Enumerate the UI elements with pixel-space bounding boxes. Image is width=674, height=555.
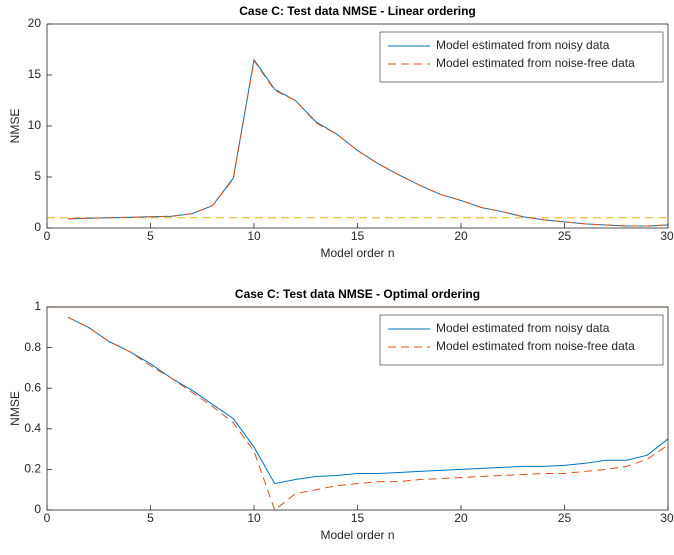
y-tick-label: 0.4 bbox=[24, 421, 41, 435]
y-tick-label: 15 bbox=[28, 67, 42, 81]
x-axis-label: Model order n bbox=[320, 246, 394, 260]
x-tick-label: 5 bbox=[147, 511, 154, 525]
series-line bbox=[67, 59, 669, 227]
series-line bbox=[67, 316, 669, 485]
chart-title: Case C: Test data NMSE - Optimal orderin… bbox=[235, 287, 480, 301]
x-tick-label: 15 bbox=[351, 229, 365, 243]
x-axis-label: Model order n bbox=[320, 528, 394, 542]
y-tick-label: 0 bbox=[34, 502, 41, 516]
legend-label: Model estimated from noisy data bbox=[436, 38, 610, 52]
x-tick-label: 0 bbox=[44, 511, 51, 525]
legend-label: Model estimated from noisy data bbox=[436, 321, 610, 335]
legend-label: Model estimated from noise-free data bbox=[436, 56, 635, 70]
y-tick-label: 20 bbox=[28, 16, 42, 30]
y-tick-label: 0.2 bbox=[24, 462, 41, 476]
y-tick-label: 0.8 bbox=[24, 340, 41, 354]
x-tick-label: 20 bbox=[454, 511, 468, 525]
y-axis-label: NMSE bbox=[8, 391, 22, 426]
y-axis-label: NMSE bbox=[8, 109, 22, 144]
y-tick-label: 0 bbox=[34, 220, 41, 234]
x-tick-label: 20 bbox=[454, 229, 468, 243]
x-tick-label: 25 bbox=[558, 511, 572, 525]
chart-title: Case C: Test data NMSE - Linear ordering bbox=[239, 4, 476, 18]
y-tick-label: 5 bbox=[34, 169, 41, 183]
y-tick-label: 10 bbox=[28, 118, 42, 132]
legend-box bbox=[379, 31, 664, 83]
x-tick-label: 0 bbox=[44, 229, 51, 243]
y-tick-label: 0.6 bbox=[24, 380, 41, 394]
x-tick-label: 10 bbox=[247, 229, 261, 243]
series-line bbox=[67, 316, 669, 511]
x-tick-label: 30 bbox=[660, 511, 674, 525]
x-tick-label: 30 bbox=[660, 229, 674, 243]
legend-label: Model estimated from noise-free data bbox=[436, 339, 635, 353]
x-tick-label: 25 bbox=[558, 229, 572, 243]
y-tick-label: 1 bbox=[34, 299, 41, 313]
legend-box bbox=[379, 314, 664, 366]
x-tick-label: 15 bbox=[351, 511, 365, 525]
x-tick-label: 5 bbox=[147, 229, 154, 243]
x-tick-label: 10 bbox=[247, 511, 261, 525]
